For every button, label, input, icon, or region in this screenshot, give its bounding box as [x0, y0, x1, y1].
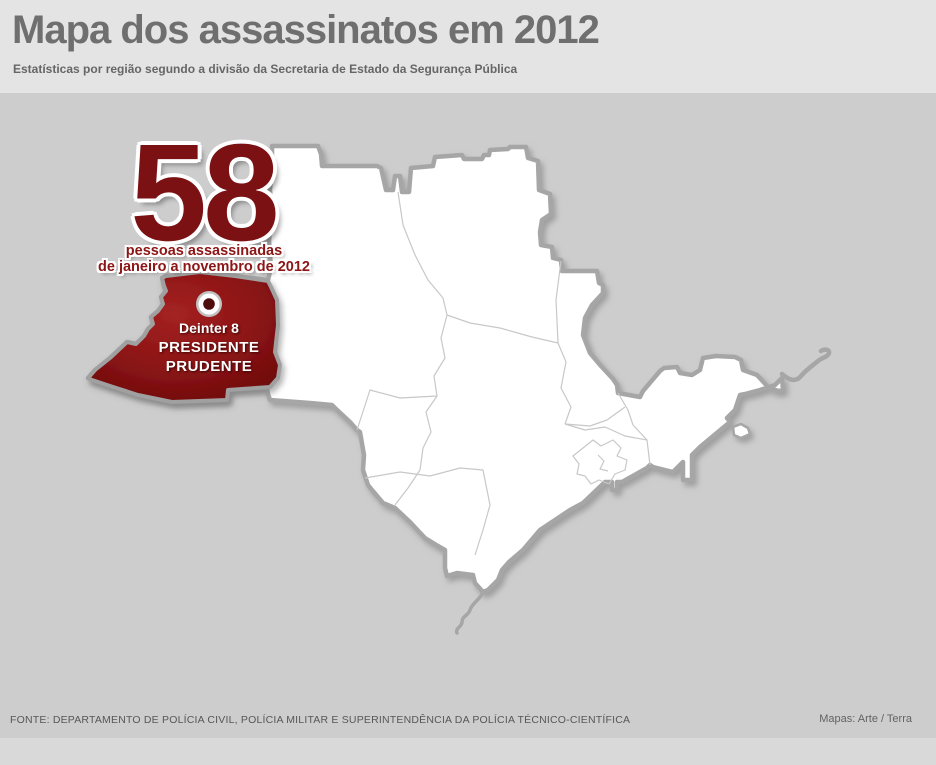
region-label: Deinter 8 PRESIDENTE PRUDENTE — [128, 319, 290, 376]
island-shape — [731, 422, 752, 440]
border-tails — [454, 347, 832, 635]
header: Mapa dos assassinatos em 2012 Estatístic… — [0, 0, 936, 93]
region-label-line3: PRUDENTE — [165, 358, 253, 375]
page-subtitle: Estatísticas por região segundo a divisã… — [13, 62, 518, 76]
page-title: Mapa dos assassinatos em 2012 — [12, 8, 600, 52]
stat-caption: pessoas assassinadas de janeiro a novemb… — [58, 243, 350, 275]
region-label-line1: Deinter 8 — [179, 320, 239, 336]
region-presidente-prudente[interactable] — [86, 270, 282, 404]
stat-value: 58 — [130, 116, 280, 270]
stat-caption-line1: pessoas assassinadas — [125, 243, 283, 259]
stat-caption-line2: de janeiro a novembro de 2012 — [98, 259, 310, 275]
sao-paulo-state-shape[interactable] — [85, 143, 786, 595]
footer-source: FONTE: DEPARTAMENTO DE POLÍCIA CIVIL, PO… — [10, 714, 631, 726]
region-marker-icon[interactable] — [196, 291, 222, 317]
region-label-line2: PRESIDENTE — [158, 339, 260, 356]
footer-credit: Mapas: Arte / Terra — [819, 713, 912, 725]
bottom-strip — [0, 738, 936, 765]
division-borders — [356, 191, 651, 556]
